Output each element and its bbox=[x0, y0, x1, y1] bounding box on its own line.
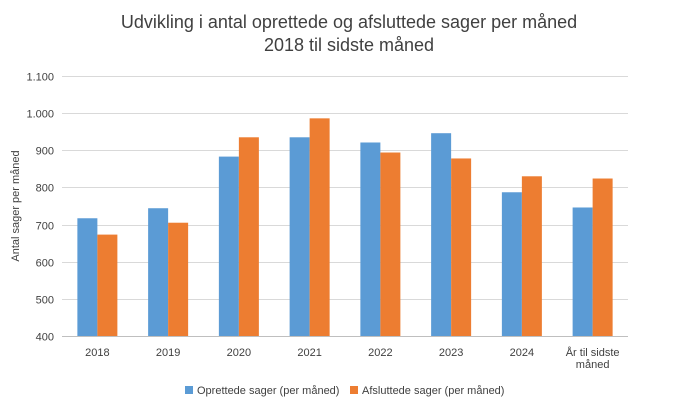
gridlines bbox=[62, 76, 628, 337]
y-axis-title: Antal sager per måned bbox=[10, 150, 22, 261]
y-tick-label: 400 bbox=[36, 332, 54, 344]
x-axis-ticks: 2018 2019 2020 2021 2022 2023 2024 År til sidst… bbox=[85, 346, 619, 371]
bar-oprettede bbox=[431, 133, 452, 336]
bar-afsluttede bbox=[168, 222, 189, 336]
bar-oprettede bbox=[77, 218, 98, 336]
x-tick-label: 2023 bbox=[439, 347, 463, 359]
bars bbox=[77, 118, 613, 336]
x-tick-label: År til sidste måned bbox=[566, 346, 620, 371]
legend-swatch bbox=[350, 386, 358, 394]
x-tick-label: 2021 bbox=[297, 347, 321, 359]
y-tick-label: 1.100 bbox=[26, 72, 54, 84]
legend-swatch bbox=[185, 386, 193, 394]
bar-afsluttede bbox=[521, 176, 542, 336]
bar-oprettede bbox=[360, 142, 381, 336]
y-tick-label: 600 bbox=[36, 258, 54, 270]
y-tick-label: 800 bbox=[36, 183, 54, 195]
bar-afsluttede bbox=[451, 158, 472, 336]
bar-afsluttede bbox=[309, 118, 330, 336]
x-tick-label: 2020 bbox=[227, 347, 251, 359]
bar-oprettede bbox=[572, 207, 593, 336]
x-tick-label: 2022 bbox=[368, 347, 392, 359]
y-axis-ticks: 400 500 600 700 800 900 1.000 1.100 bbox=[26, 72, 54, 344]
x-tick-label: 2024 bbox=[510, 347, 534, 359]
y-tick-label: 1.000 bbox=[26, 109, 54, 121]
legend: Oprettede sager (per måned) Afsluttede sa… bbox=[185, 385, 504, 397]
x-tick-label: 2018 bbox=[85, 347, 109, 359]
bar-oprettede bbox=[218, 156, 239, 336]
x-tick-label: 2019 bbox=[156, 347, 180, 359]
bar-oprettede bbox=[289, 137, 310, 336]
chart-title-line-2: 2018 til sidste måned bbox=[264, 35, 434, 55]
bar-oprettede bbox=[148, 208, 169, 336]
legend-label: Oprettede sager (per måned) bbox=[197, 385, 339, 397]
chart-title-line-1: Udvikling i antal oprettede og afslutted… bbox=[121, 12, 577, 32]
bar-afsluttede bbox=[97, 234, 118, 336]
bar-afsluttede bbox=[380, 152, 401, 336]
legend-label: Afsluttede sager (per måned) bbox=[362, 385, 504, 397]
bar-afsluttede bbox=[592, 178, 613, 336]
y-tick-label: 500 bbox=[36, 295, 54, 307]
y-tick-label: 700 bbox=[36, 221, 54, 233]
y-tick-label: 900 bbox=[36, 146, 54, 158]
bar-oprettede bbox=[501, 192, 522, 336]
bar-afsluttede bbox=[238, 137, 259, 336]
